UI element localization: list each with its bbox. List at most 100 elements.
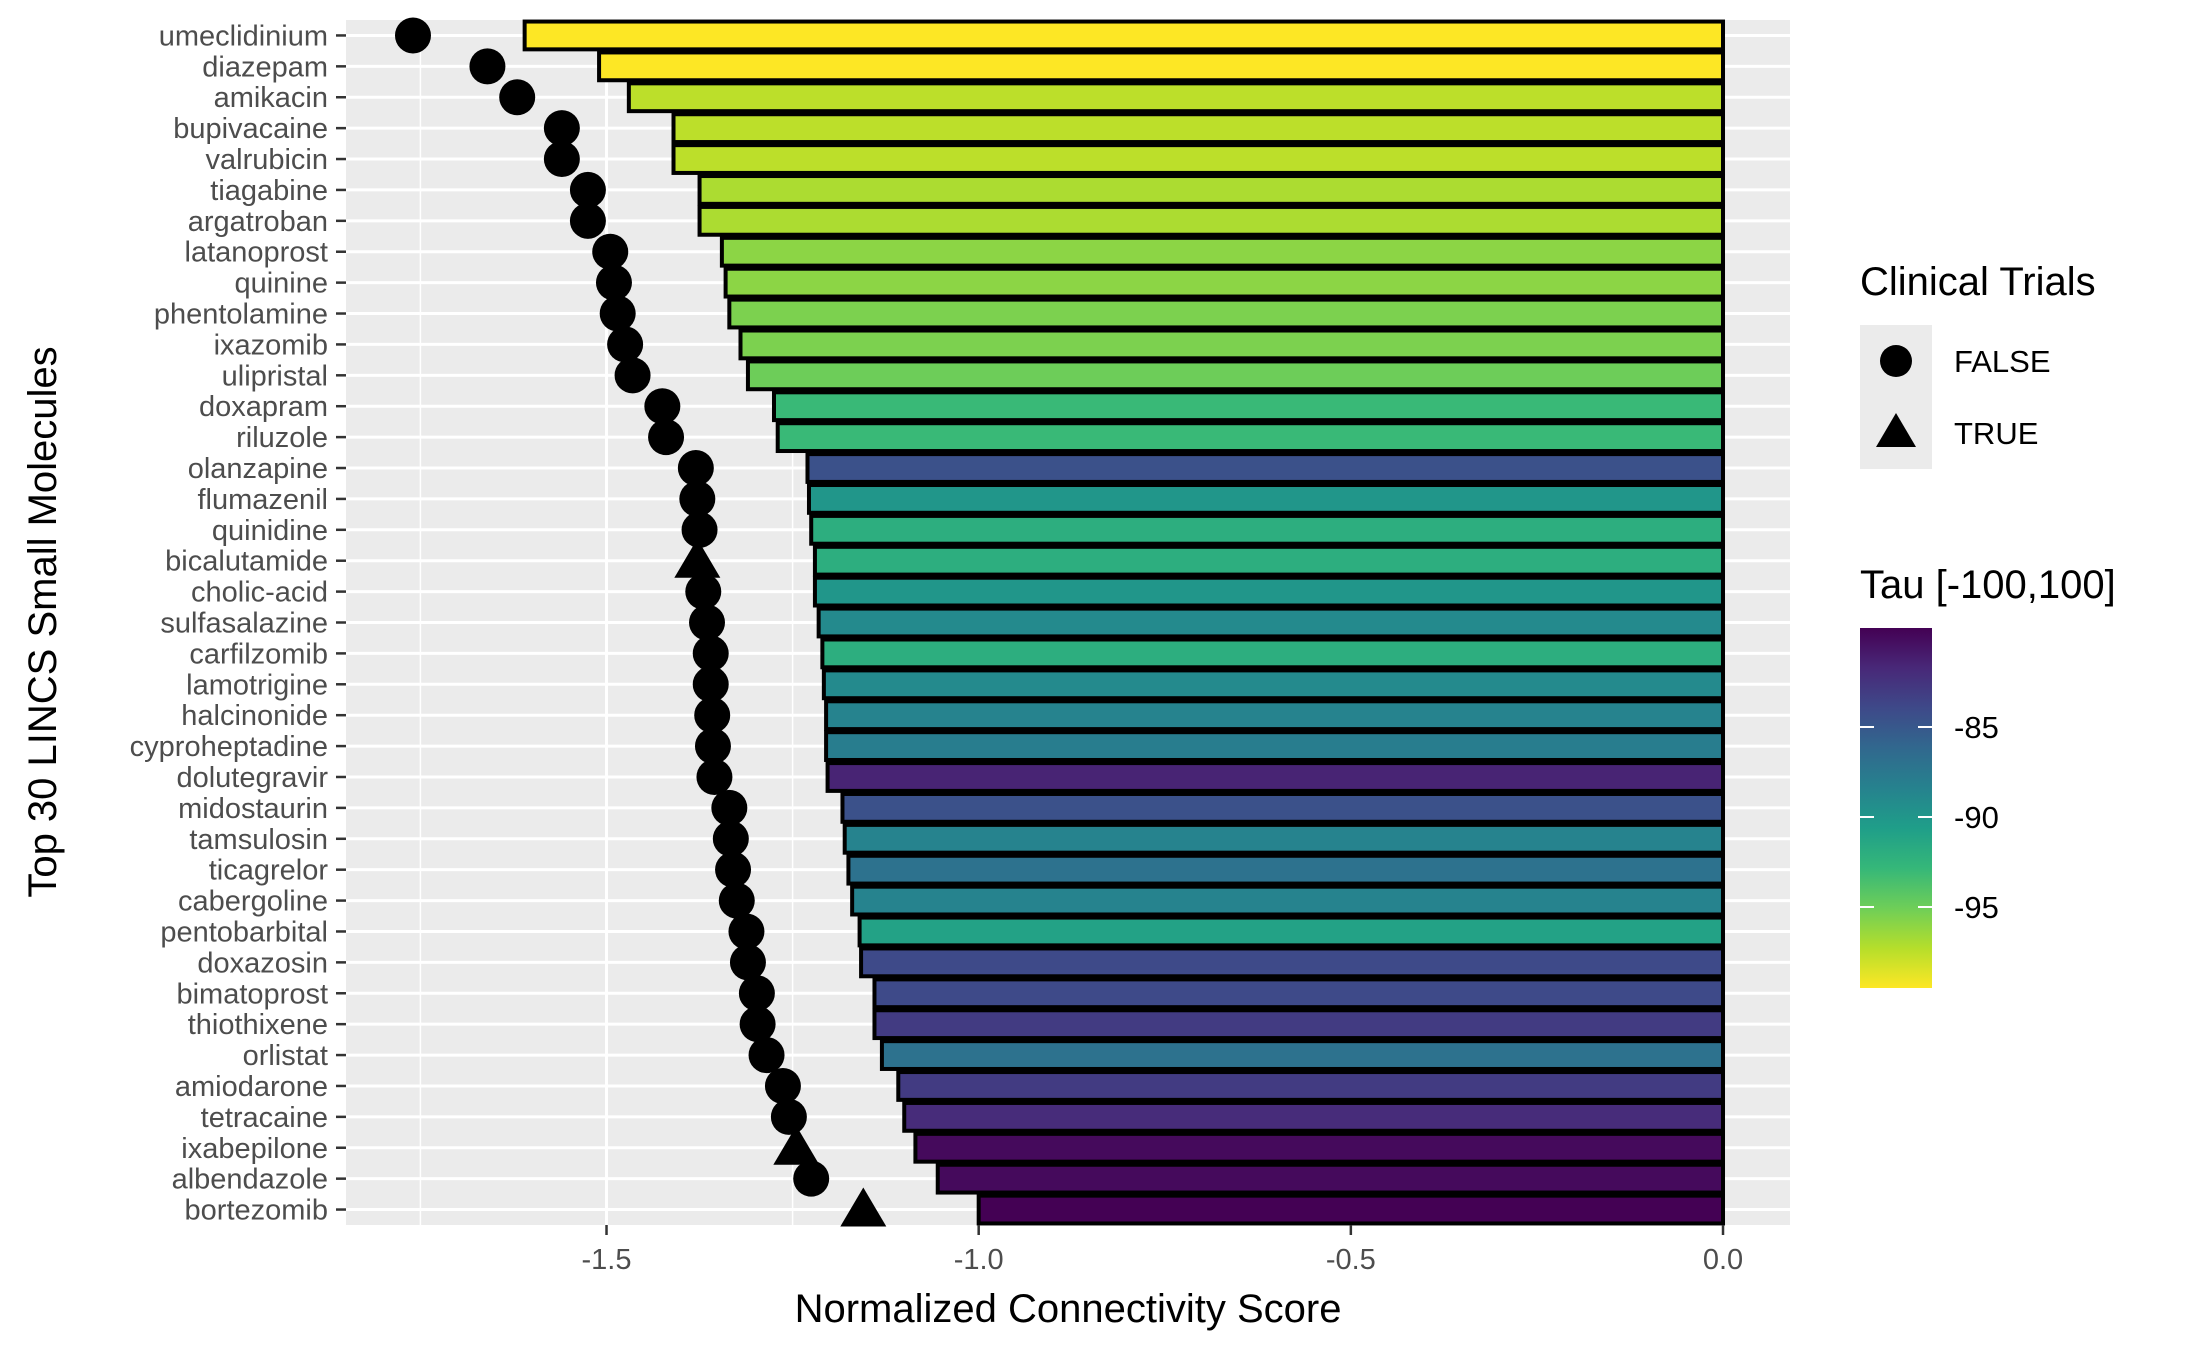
point-orlistat bbox=[748, 1037, 785, 1074]
point-ulipristal bbox=[614, 357, 651, 394]
point-quinidine bbox=[681, 511, 718, 548]
point-amikacin bbox=[499, 79, 536, 116]
bar-doxapram bbox=[771, 390, 1726, 423]
y-tick-label: cyproheptadine bbox=[130, 731, 328, 763]
point-valrubicin bbox=[543, 141, 580, 178]
point-lamotrigine bbox=[692, 666, 729, 703]
point-ixabepilone bbox=[773, 1125, 820, 1165]
bar-sulfasalazine bbox=[816, 606, 1726, 639]
point-tamsulosin bbox=[712, 820, 749, 857]
point-amiodarone bbox=[764, 1067, 801, 1104]
bar-cholic-acid bbox=[812, 575, 1726, 608]
y-axis-ticks: umeclidiniumdiazepamamikacinbupivacainev… bbox=[130, 20, 346, 1227]
y-tick-label: tamsulosin bbox=[189, 824, 328, 856]
y-axis-title: Top 30 LINCS Small Molecules bbox=[21, 346, 65, 897]
point-bicalutamide bbox=[674, 538, 721, 578]
point-olanzapine bbox=[677, 450, 714, 487]
point-cyproheptadine bbox=[694, 728, 731, 765]
y-tick-label: riluzole bbox=[236, 422, 328, 454]
bar-amikacin bbox=[626, 81, 1726, 114]
y-tick-label: bortezomib bbox=[185, 1195, 328, 1227]
legend-false-marker bbox=[1880, 345, 1912, 377]
y-tick-label: bimatoprost bbox=[176, 978, 328, 1010]
x-tick-label: -0.5 bbox=[1326, 1244, 1376, 1276]
colorbar-tick-label: -90 bbox=[1954, 800, 1999, 835]
bar-tiagabine bbox=[697, 174, 1726, 206]
bar-ticagrelor bbox=[846, 853, 1726, 886]
point-pentobarbital bbox=[728, 913, 765, 950]
y-tick-label: quinine bbox=[234, 268, 328, 300]
y-tick-label: pentobarbital bbox=[160, 916, 328, 948]
point-flumazenil bbox=[679, 480, 716, 517]
legend-true-label: TRUE bbox=[1954, 416, 2038, 451]
colorbar-tick-label: -95 bbox=[1954, 890, 1999, 925]
point-thiothixene bbox=[739, 1006, 776, 1043]
bar-carfilzomib bbox=[820, 637, 1726, 670]
colorbar-ticks: -85 -90 -95 bbox=[1860, 710, 1999, 925]
point-dolutegravir bbox=[696, 758, 733, 795]
bar-valrubicin bbox=[671, 143, 1726, 175]
point-sulfasalazine bbox=[689, 604, 725, 641]
bar-phentolamine bbox=[727, 297, 1726, 330]
y-tick-label: halcinonide bbox=[181, 700, 328, 732]
bar-bupivacaine bbox=[671, 112, 1726, 145]
point-midostaurin bbox=[711, 789, 748, 826]
bar-bicalutamide bbox=[812, 544, 1726, 577]
y-tick-label: doxazosin bbox=[197, 947, 328, 979]
bar-ixabepilone bbox=[913, 1131, 1726, 1164]
x-axis-title: Normalized Connectivity Score bbox=[795, 1287, 1342, 1331]
legend-clinical-trials: Clinical Trials FALSE TRUE bbox=[1860, 260, 2096, 469]
bars bbox=[522, 19, 1726, 1226]
y-tick-label: lamotrigine bbox=[186, 669, 328, 701]
y-tick-label: carfilzomib bbox=[189, 638, 328, 670]
colorbar bbox=[1860, 628, 1932, 988]
y-tick-label: cholic-acid bbox=[191, 577, 328, 609]
x-tick-label: -1.5 bbox=[582, 1244, 632, 1276]
y-tick-label: bicalutamide bbox=[165, 546, 328, 578]
point-cholic-acid bbox=[685, 573, 722, 610]
legend-tau: Tau [-100,100] -85 -90 -95 bbox=[1860, 563, 2116, 988]
point-ticagrelor bbox=[715, 851, 752, 888]
y-tick-label: albendazole bbox=[172, 1164, 328, 1196]
y-tick-label: umeclidinium bbox=[159, 20, 328, 52]
bar-quinidine bbox=[809, 513, 1726, 546]
point-albendazole bbox=[793, 1160, 830, 1197]
y-tick-label: orlistat bbox=[243, 1040, 328, 1072]
colorbar-tick-label: -85 bbox=[1954, 710, 1999, 745]
bar-flumazenil bbox=[806, 483, 1726, 515]
bar-orlistat bbox=[879, 1039, 1726, 1071]
point-doxapram bbox=[644, 388, 681, 425]
point-tetracaine bbox=[770, 1098, 807, 1135]
y-tick-label: sulfasalazine bbox=[160, 608, 328, 640]
point-carfilzomib bbox=[692, 635, 729, 672]
y-tick-label: cabergoline bbox=[178, 886, 328, 918]
point-halcinonide bbox=[694, 697, 731, 734]
y-tick-label: bupivacaine bbox=[173, 113, 328, 145]
point-diazepam bbox=[469, 48, 506, 85]
bar-cabergoline bbox=[850, 884, 1726, 917]
y-tick-label: dolutegravir bbox=[176, 762, 328, 794]
bar-quinine bbox=[723, 266, 1726, 299]
bar-albendazole bbox=[935, 1162, 1726, 1195]
y-tick-label: amikacin bbox=[214, 82, 328, 114]
point-bimatoprost bbox=[738, 975, 775, 1012]
bar-ixazomib bbox=[738, 328, 1726, 361]
y-tick-label: ticagrelor bbox=[209, 855, 329, 887]
point-bupivacaine bbox=[543, 110, 580, 147]
bar-amiodarone bbox=[896, 1070, 1726, 1102]
y-tick-label: ixabepilone bbox=[181, 1133, 328, 1165]
y-tick-label: flumazenil bbox=[197, 484, 328, 516]
bar-riluzole bbox=[775, 421, 1726, 454]
legend-false-label: FALSE bbox=[1954, 344, 2051, 379]
bar-cyproheptadine bbox=[824, 730, 1726, 762]
point-umeclidinium bbox=[394, 17, 431, 54]
y-tick-label: tetracaine bbox=[201, 1102, 328, 1134]
points bbox=[394, 17, 887, 1227]
bar-bortezomib bbox=[976, 1193, 1726, 1226]
bar-thiothixene bbox=[872, 1008, 1726, 1041]
bar-lamotrigine bbox=[821, 668, 1726, 701]
x-axis-ticks: -1.5 -1.0 -0.5 0.0 bbox=[582, 1225, 1743, 1276]
point-bortezomib bbox=[840, 1187, 887, 1227]
bar-olanzapine bbox=[805, 452, 1726, 484]
